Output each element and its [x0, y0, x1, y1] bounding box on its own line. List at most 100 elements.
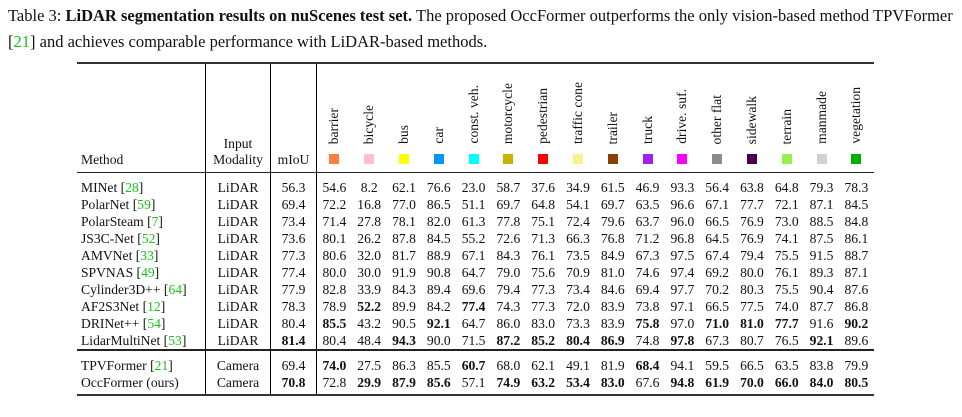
class-color-swatch: [398, 154, 409, 164]
class-iou-cell: 37.6: [525, 172, 561, 196]
method-cell: TPVFormer [21]: [77, 349, 206, 374]
class-iou-cell: 67.1: [705, 197, 730, 212]
class-iou-cell: 97.5: [670, 248, 695, 263]
class-iou-cell: 75.5: [774, 282, 799, 297]
table-row: OccFormer (ours) Camera 70.8 72.8 29.9 87.9 85…: [77, 374, 874, 396]
class-iou-cell: 67.6: [630, 374, 665, 396]
class-iou-cell: 70.0: [734, 374, 770, 396]
class-iou-cell: 63.8: [734, 172, 770, 196]
class-iou-cell: 73.5: [566, 248, 590, 263]
class-label: trailer: [604, 111, 620, 144]
class-iou-cell: 72.8: [315, 374, 352, 396]
class-iou-cell: 80.7: [740, 333, 764, 348]
header-method: Method: [77, 62, 206, 173]
method-name: TPVFormer: [81, 358, 147, 373]
class-iou-cell: 74.3: [496, 299, 521, 314]
class-iou-cell: 56.4: [699, 172, 735, 196]
header-class: drive. suf.: [664, 62, 700, 173]
method-name: AF2S3Net: [81, 299, 140, 314]
class-iou-cell: 97.7: [670, 282, 695, 297]
class-iou-cell: 87.2: [496, 333, 521, 348]
header-modality: Input Modality: [205, 62, 271, 173]
citation-link[interactable]: 12: [147, 299, 161, 314]
class-iou-cell: 26.2: [357, 231, 382, 246]
class-iou-cell: 82.0: [426, 214, 451, 229]
table-row: TPVFormer [21] Camera 69.4 74.0 27.5 86.3 85.5…: [77, 349, 874, 374]
class-color-swatch: [746, 154, 757, 164]
class-iou-cell: 78.3: [838, 172, 874, 196]
citation-link[interactable]: 54: [147, 316, 161, 331]
header-class: const. veh.: [456, 62, 491, 173]
class-iou-cell: 61.5: [595, 172, 631, 196]
class-label: vegetation: [848, 87, 864, 144]
citation-link[interactable]: 53: [168, 333, 182, 348]
citation-link[interactable]: 7: [151, 214, 159, 229]
class-iou-cell: 80.0: [740, 265, 764, 280]
class-label: traffic cone: [569, 81, 585, 144]
class-color-swatch: [433, 154, 444, 164]
class-iou-cell: 76.9: [740, 231, 764, 246]
class-iou-cell: 77.7: [774, 316, 799, 331]
citation-link[interactable]: 33: [140, 248, 154, 263]
class-color-swatch: [712, 154, 723, 164]
citation-link[interactable]: 21: [154, 358, 169, 373]
method-cell: Cylinder3D++ [64]: [81, 282, 187, 297]
class-iou-cell: 72.6: [496, 231, 521, 246]
caption-text: The proposed OccFormer outperforms the o…: [8, 6, 953, 51]
class-iou-cell: 27.5: [351, 349, 387, 374]
header-class: car: [421, 62, 457, 173]
class-iou-cell: 62.1: [525, 349, 561, 374]
class-iou-cell: 83.9: [600, 299, 625, 314]
method-cell: OccFormer (ours): [77, 374, 206, 396]
class-iou-cell: 83.8: [804, 349, 839, 374]
class-iou-cell: 97.8: [670, 333, 695, 348]
class-iou-cell: 97.0: [670, 316, 695, 331]
citation-link[interactable]: 28: [125, 180, 139, 195]
table-row: Cylinder3D++ [64] LiDAR 77.9 82.8 33.9 84.3 89…: [77, 281, 874, 298]
class-iou-cell: 64.8: [531, 197, 556, 212]
class-iou-cell: 64.7: [461, 265, 486, 280]
class-color-swatch: [538, 154, 549, 164]
miou-cell: 80.4: [270, 315, 317, 332]
table-row: MINet [28] LiDAR 56.3 54.6 8.2 62.1 76.6 23.0 58…: [77, 172, 874, 196]
class-label: sidewalk: [743, 95, 759, 144]
class-iou-cell: 90.2: [844, 316, 869, 331]
class-iou-cell: 92.1: [426, 316, 451, 331]
class-iou-cell: 66.5: [734, 349, 770, 374]
citation-link[interactable]: 52: [141, 231, 156, 246]
class-label: bicycle: [361, 104, 377, 144]
class-iou-cell: 79.9: [838, 349, 874, 374]
class-iou-cell: 93.3: [664, 172, 700, 196]
table-body: MINet [28] LiDAR 56.3 54.6 8.2 62.1 76.6 23.0 58…: [77, 172, 874, 396]
class-iou-cell: 71.2: [635, 231, 660, 246]
class-iou-cell: 58.7: [490, 172, 526, 196]
method-name: PolarNet: [81, 197, 130, 212]
class-iou-cell: 69.4: [635, 282, 660, 297]
class-color-swatch: [329, 154, 340, 164]
class-iou-cell: 83.9: [600, 316, 625, 331]
class-iou-cell: 86.5: [426, 197, 451, 212]
citation-link[interactable]: 49: [141, 265, 155, 280]
citation-link[interactable]: 64: [168, 282, 183, 297]
citation-link[interactable]: 59: [137, 197, 151, 212]
header-row: Method Input Modality mIoU barrier bicycle…: [77, 62, 874, 173]
header-class: motorcycle: [490, 62, 526, 173]
caption-citation[interactable]: 21: [13, 32, 31, 51]
method-name: MINet: [81, 180, 118, 195]
class-iou-cell: 59.5: [699, 349, 735, 374]
class-iou-cell: 71.0: [705, 316, 730, 331]
miou-cell: 69.4: [270, 196, 317, 213]
class-iou-cell: 81.7: [392, 248, 416, 263]
class-label: barrier: [326, 107, 342, 144]
modality-cell: LiDAR: [205, 213, 271, 230]
class-iou-cell: 57.1: [456, 374, 491, 396]
class-iou-cell: 87.9: [386, 374, 422, 396]
class-iou-cell: 83.0: [595, 374, 631, 396]
class-iou-cell: 67.3: [705, 333, 730, 348]
class-iou-cell: 84.3: [392, 282, 416, 297]
class-label: drive. suf.: [674, 89, 690, 144]
class-iou-cell: 87.8: [392, 231, 416, 246]
class-color-swatch: [677, 154, 688, 164]
class-iou-cell: 61.9: [699, 374, 735, 396]
class-iou-cell: 76.6: [421, 172, 457, 196]
